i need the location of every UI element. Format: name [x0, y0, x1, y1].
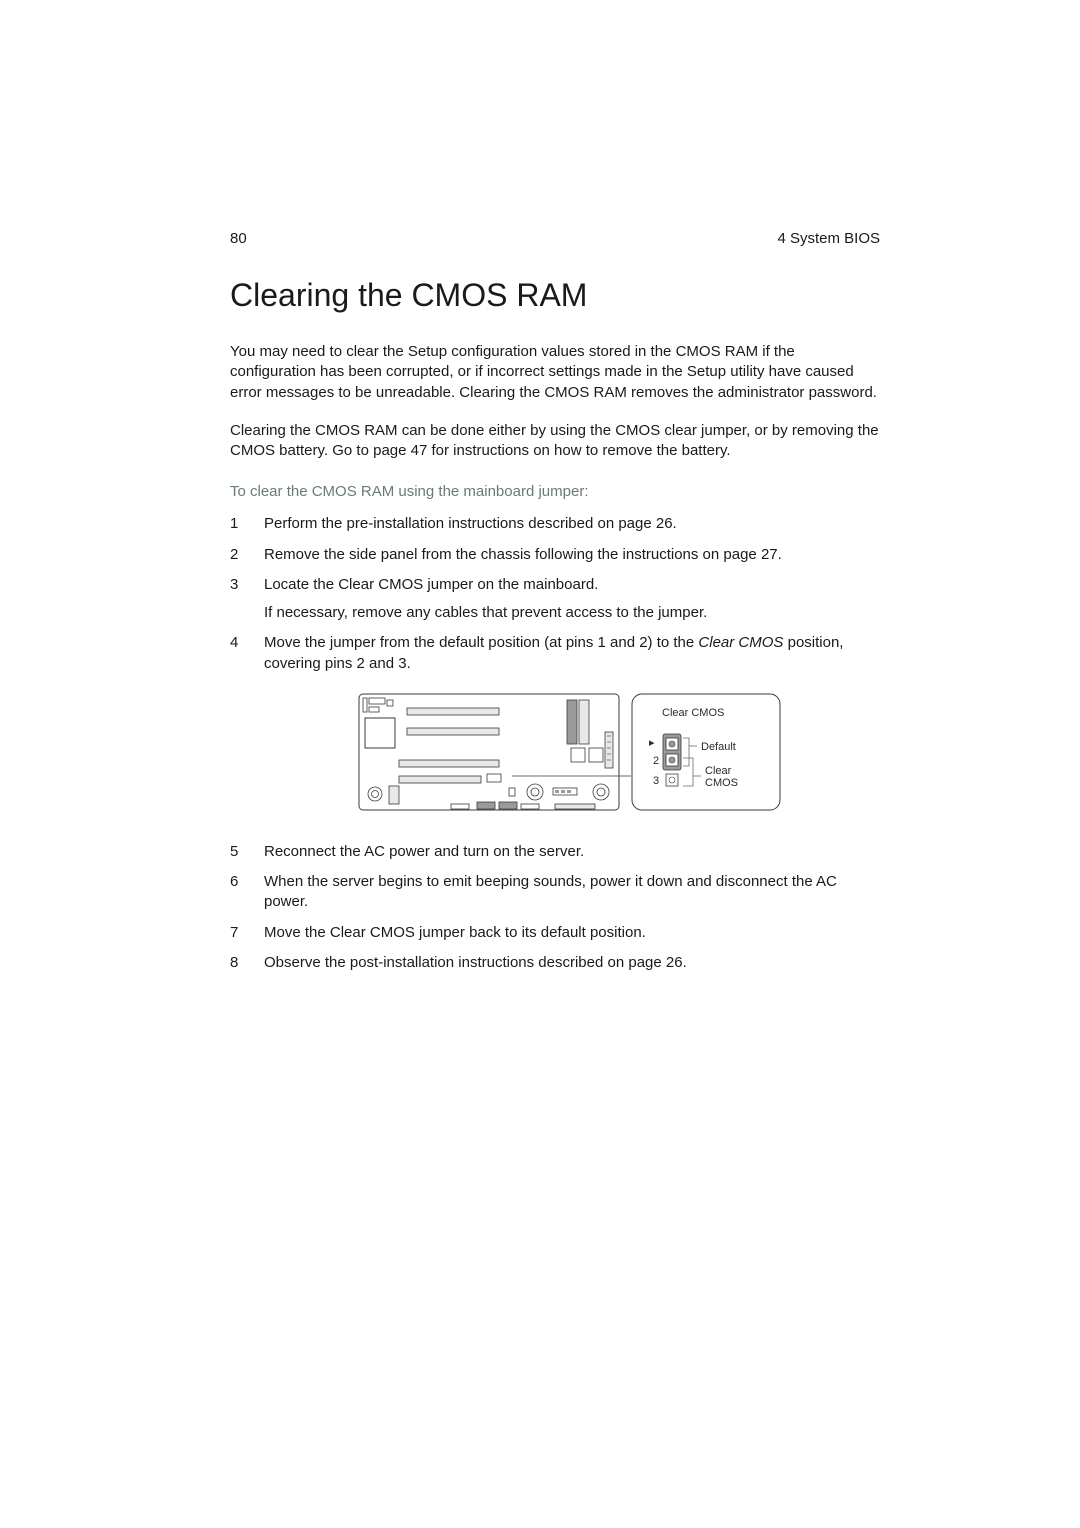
step-4: Move the jumper from the default positio…: [230, 633, 880, 812]
pin-2-label: 2: [653, 755, 659, 767]
pin-3-label: 3: [653, 775, 659, 787]
callout-title: Clear CMOS: [662, 707, 724, 719]
step-3: Locate the Clear CMOS jumper on the main…: [230, 575, 880, 624]
page-header: 80 4 System BIOS: [230, 230, 880, 247]
step-5: Reconnect the AC power and turn on the s…: [230, 842, 880, 862]
procedure-subheading: To clear the CMOS RAM using the mainboar…: [230, 483, 880, 500]
section-label: 4 System BIOS: [777, 230, 880, 247]
document-page: 80 4 System BIOS Clearing the CMOS RAM Y…: [0, 0, 1080, 973]
step-4-text-a: Move the jumper from the default positio…: [264, 634, 698, 651]
step-3-text: Locate the Clear CMOS jumper on the main…: [264, 576, 598, 593]
step-7: Move the Clear CMOS jumper back to its d…: [230, 923, 880, 943]
cmos-diagram-svg: Clear CMOS ▸ 2 3: [357, 692, 787, 812]
step-6: When the server begins to emit beeping s…: [230, 872, 880, 913]
step-8: Observe the post-installation instructio…: [230, 953, 880, 973]
cmos-label: CMOS: [705, 777, 738, 789]
step-4-italic: Clear CMOS: [698, 634, 783, 651]
intro-paragraph-1: You may need to clear the Setup configur…: [230, 342, 880, 403]
default-label: Default: [701, 741, 736, 753]
page-title: Clearing the CMOS RAM: [230, 277, 880, 314]
pin-1-marker: ▸: [649, 737, 655, 749]
step-1: Perform the pre-installation instruction…: [230, 514, 880, 534]
mainboard-figure: Clear CMOS ▸ 2 3: [264, 692, 880, 812]
procedure-list: Perform the pre-installation instruction…: [230, 514, 880, 973]
intro-paragraph-2: Clearing the CMOS RAM can be done either…: [230, 421, 880, 462]
clear-label: Clear: [705, 765, 732, 777]
page-number: 80: [230, 230, 247, 247]
step-2: Remove the side panel from the chassis f…: [230, 545, 880, 565]
step-3-sub: If necessary, remove any cables that pre…: [264, 603, 880, 623]
